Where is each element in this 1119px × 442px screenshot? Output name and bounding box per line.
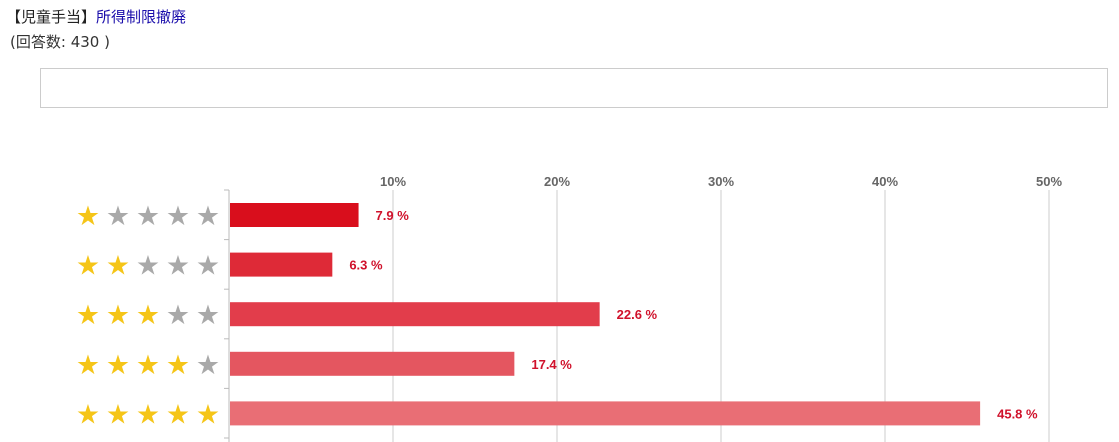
star-filled-icon: ★ [76,201,100,232]
star-filled-icon: ★ [76,350,100,381]
star-filled-icon: ★ [166,399,190,430]
star-empty-icon: ★ [196,300,220,331]
star-empty-icon: ★ [136,251,160,282]
star-empty-icon: ★ [196,251,220,282]
comment-box[interactable] [40,68,1108,108]
bar-value-label: 6.3 % [349,258,383,273]
bar [230,351,515,376]
star-filled-icon: ★ [136,399,160,430]
response-count-value: 430 [70,33,100,51]
star-empty-icon: ★ [196,201,220,232]
star-filled-icon: ★ [106,300,130,331]
star-empty-icon: ★ [136,201,160,232]
star-filled-icon: ★ [196,399,220,430]
star-filled-icon: ★ [76,399,100,430]
bar [230,203,359,227]
bar-value-label: 22.6 % [617,307,658,322]
bar-value-label: 7.9 % [376,208,410,223]
question-title: 【児童手当】所得制限撤廃 [6,6,186,28]
star-filled-icon: ★ [106,399,130,430]
response-count: (回答数: 430 ) [10,31,110,53]
star-empty-icon: ★ [106,201,130,232]
star-filled-icon: ★ [166,350,190,381]
bar [230,401,981,426]
star-filled-icon: ★ [136,350,160,381]
star-filled-icon: ★ [106,251,130,282]
star-empty-icon: ★ [166,251,190,282]
x-tick-label: 10% [380,174,406,189]
star-filled-icon: ★ [76,300,100,331]
x-tick-label: 30% [708,174,734,189]
bar-value-label: 45.8 % [997,406,1038,421]
question-category: 【児童手当】 [6,8,97,26]
x-tick-label: 50% [1036,174,1062,189]
bar-value-label: 17.4 % [531,357,572,372]
x-tick-label: 40% [872,174,898,189]
star-filled-icon: ★ [106,350,130,381]
star-empty-icon: ★ [196,350,220,381]
bar [230,302,600,327]
bar [230,252,333,277]
response-count-suffix: ) [99,33,110,51]
star-empty-icon: ★ [166,300,190,331]
x-tick-label: 20% [544,174,570,189]
star-filled-icon: ★ [76,251,100,282]
response-count-label: (回答数: [10,33,71,51]
question-title-link[interactable]: 所得制限撤廃 [96,8,187,26]
star-filled-icon: ★ [136,300,160,331]
star-empty-icon: ★ [166,201,190,232]
